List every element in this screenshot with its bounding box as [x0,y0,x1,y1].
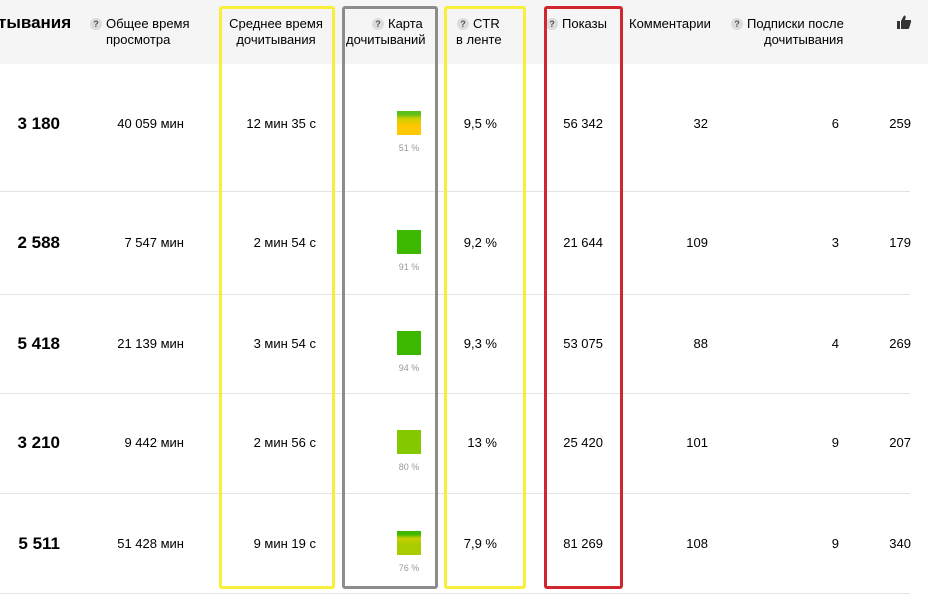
cell-avg-time: 2 мин 56 с [253,435,316,450]
read-map-square[interactable] [397,531,421,555]
cell-likes: 179 [889,235,911,250]
header-comments[interactable]: Комментарии [629,16,711,31]
header-subs[interactable]: ? Подписки после дочитывания [731,16,844,48]
cell-subs: 3 [831,235,839,250]
header-read-map[interactable]: ? Карта дочитываний [346,16,426,48]
cell-subs: 6 [831,116,839,131]
header-read-map-line1: Карта [388,16,423,31]
help-icon[interactable]: ? [372,18,384,30]
cell-avg-time: 3 мин 54 с [253,336,316,351]
cell-ctr: 9,3 % [463,336,497,351]
cell-likes: 340 [889,536,911,551]
cell-subs: 9 [831,435,839,450]
cell-total-time: 9 442 мин [124,435,184,450]
header-reads[interactable]: тывания [0,13,72,32]
cell-ctr: 13 % [467,435,497,450]
read-map-percent: 91 % [398,262,420,272]
highlight-frame-ctr [444,6,526,589]
thumbs-up-icon[interactable] [896,14,912,30]
cell-impressions: 56 342 [563,116,603,131]
cell-reads: 5 418 [17,334,60,353]
header-total-time[interactable]: ? Общее время просмотра [90,16,190,48]
highlight-frame-impressions [544,6,623,589]
cell-ctr: 9,5 % [463,116,497,131]
cell-ctr: 7,9 % [463,536,497,551]
cell-impressions: 81 269 [563,536,603,551]
read-map-square[interactable] [397,230,421,254]
cell-likes: 269 [889,336,911,351]
cell-reads: 3 210 [17,433,60,452]
cell-comments: 101 [686,435,708,450]
cell-total-time: 7 547 мин [124,235,184,250]
cell-total-time: 51 428 мин [117,536,184,551]
cell-comments: 88 [693,336,708,351]
read-map-square[interactable] [397,331,421,355]
cell-reads: 5 511 [18,534,60,553]
row-separator [0,393,910,394]
cell-total-time: 21 139 мин [117,336,184,351]
cell-avg-time: 2 мин 54 с [253,235,316,250]
cell-subs: 4 [831,336,839,351]
row-separator [0,294,910,295]
cell-total-time: 40 059 мин [117,116,184,131]
cell-impressions: 21 644 [563,235,603,250]
header-subs-line1: Подписки после [747,16,844,31]
header-subs-line2: дочитывания [764,32,844,47]
cell-impressions: 53 075 [563,336,603,351]
read-map-percent: 80 % [398,462,420,472]
header-avg-time-line2: дочитывания [236,32,316,47]
header-avg-time-line1: Среднее время [229,16,323,31]
cell-ctr: 9,2 % [463,235,497,250]
cell-avg-time: 9 мин 19 с [253,536,316,551]
help-icon[interactable]: ? [457,18,469,30]
cell-likes: 207 [889,435,911,450]
read-map-square[interactable] [397,430,421,454]
read-map-percent: 76 % [398,563,420,573]
read-map-square[interactable] [397,111,421,135]
header-ctr-line1: CTR [473,16,500,31]
row-separator [0,191,910,192]
header-ctr-line2: в ленте [456,32,502,47]
highlight-frame-avg-time [219,6,335,589]
help-icon[interactable]: ? [546,18,558,30]
read-map-percent: 51 % [398,143,420,153]
cell-subs: 9 [831,536,839,551]
cell-comments: 108 [686,536,708,551]
cell-comments: 32 [693,116,708,131]
cell-likes: 259 [889,116,911,131]
row-separator [0,493,910,494]
cell-impressions: 25 420 [563,435,603,450]
table-header [0,0,928,64]
cell-reads: 3 180 [17,114,60,133]
header-total-time-line1: Общее время [106,16,190,31]
header-impressions-label: Показы [562,16,607,31]
header-impressions[interactable]: ? Показы [546,16,607,32]
header-ctr[interactable]: ? CTR в ленте [456,16,502,48]
cell-comments: 109 [686,235,708,250]
cell-avg-time: 12 мин 35 с [246,116,316,131]
header-read-map-line2: дочитываний [346,32,426,47]
help-icon[interactable]: ? [90,18,102,30]
row-separator [0,593,910,594]
header-avg-time[interactable]: Среднее время дочитывания [222,16,330,48]
header-total-time-line2: просмотра [106,32,171,47]
help-icon[interactable]: ? [731,18,743,30]
highlight-frame-read-map [342,6,438,589]
read-map-percent: 94 % [398,363,420,373]
cell-reads: 2 588 [17,233,60,252]
